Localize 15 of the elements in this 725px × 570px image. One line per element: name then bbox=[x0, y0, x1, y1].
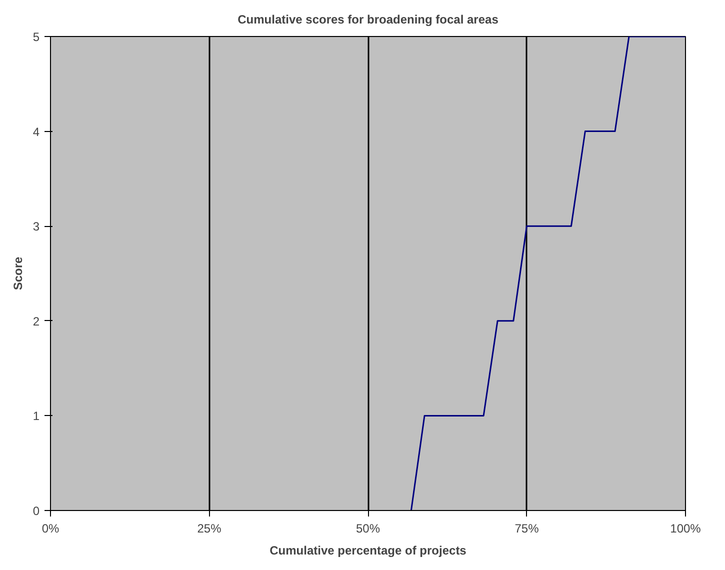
x-tick-label: 75% bbox=[514, 522, 540, 536]
y-tick-label: 2 bbox=[32, 314, 40, 328]
y-tick-label: 5 bbox=[32, 30, 40, 44]
x-tick-label: 100% bbox=[670, 522, 702, 536]
y-axis-title: Score bbox=[10, 256, 25, 290]
y-tick-label: 3 bbox=[32, 220, 40, 234]
y-tick-label: 4 bbox=[32, 124, 40, 139]
x-tick-label: 50% bbox=[356, 522, 380, 536]
x-tick-label: 25% bbox=[197, 522, 222, 536]
x-tick-label: 0% bbox=[42, 522, 60, 536]
y-tick-label: 0 bbox=[32, 504, 40, 518]
chart-title: Cumulative scores for broadening focal areas bbox=[238, 12, 499, 26]
x-axis-title: Cumulative percentage of projects bbox=[270, 544, 467, 558]
line-series bbox=[410, 36, 686, 510]
y-tick-label: 1 bbox=[32, 409, 40, 424]
